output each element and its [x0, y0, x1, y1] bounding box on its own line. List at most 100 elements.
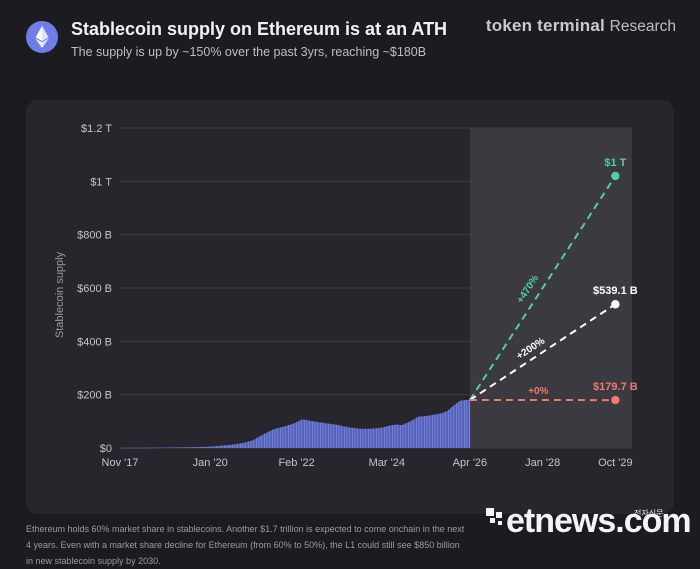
bar — [141, 448, 142, 449]
bar — [181, 447, 182, 448]
bar — [371, 429, 372, 448]
bar — [285, 426, 286, 448]
bar — [326, 423, 327, 448]
bar — [182, 447, 183, 448]
bar — [346, 427, 347, 448]
bar — [405, 424, 406, 448]
bar — [246, 442, 247, 448]
bar — [298, 421, 299, 448]
bar — [280, 427, 281, 448]
y-tick-label: $800 B — [77, 230, 112, 242]
bar — [206, 447, 207, 448]
bar — [446, 411, 447, 448]
bar — [317, 422, 318, 448]
bar — [262, 435, 263, 448]
bar — [149, 448, 150, 449]
bar — [187, 447, 188, 448]
bar — [254, 439, 255, 448]
x-tick-label: Jan '20 — [193, 457, 228, 469]
bar — [256, 438, 257, 448]
historical-bars — [120, 400, 470, 448]
y-tick-label: $0 — [100, 443, 112, 455]
bar — [429, 416, 430, 448]
bar — [275, 429, 276, 448]
bar — [138, 448, 139, 449]
bar — [123, 448, 124, 449]
bar — [198, 447, 199, 448]
bar — [166, 448, 167, 449]
bar — [269, 431, 270, 448]
bar — [131, 448, 132, 449]
bar — [338, 425, 339, 448]
bar — [216, 446, 217, 448]
bar — [360, 429, 361, 448]
scenario-endpoint — [611, 300, 619, 308]
scenario-percent-label: +0% — [528, 386, 548, 397]
bar — [320, 422, 321, 448]
bar — [136, 448, 137, 449]
bar — [134, 448, 135, 449]
bar — [205, 447, 206, 448]
bar — [213, 446, 214, 448]
bar — [394, 425, 395, 448]
bar — [190, 447, 191, 448]
bar — [424, 416, 425, 448]
y-tick-label: $600 B — [77, 283, 112, 295]
y-tick-label: $1.2 T — [81, 123, 112, 135]
bar — [416, 418, 417, 448]
bar — [301, 420, 302, 448]
bar — [251, 441, 252, 448]
bar — [291, 424, 292, 448]
bar — [438, 414, 439, 448]
bar — [144, 448, 145, 449]
bar — [358, 429, 359, 448]
bar — [432, 415, 433, 448]
bar — [331, 424, 332, 448]
bar — [202, 447, 203, 448]
bar — [179, 447, 180, 448]
bar — [274, 429, 275, 448]
bar — [253, 440, 254, 448]
bar — [333, 424, 334, 448]
x-tick-label: Mar '24 — [369, 457, 405, 469]
x-tick-label: Jan '28 — [525, 457, 560, 469]
bar — [315, 422, 316, 448]
bar — [302, 419, 303, 448]
bar — [374, 428, 375, 448]
bar — [403, 424, 404, 448]
bar — [214, 446, 215, 448]
bar — [304, 420, 305, 448]
bar — [381, 428, 382, 448]
bar — [466, 400, 467, 448]
bar — [390, 425, 391, 448]
bar — [238, 444, 239, 448]
bar — [235, 444, 236, 448]
bar — [299, 420, 300, 448]
bar — [382, 427, 383, 448]
bar — [323, 423, 324, 448]
bar — [160, 448, 161, 449]
bar — [357, 428, 358, 448]
bar — [397, 425, 398, 448]
bar — [328, 424, 329, 448]
bar — [422, 416, 423, 448]
x-tick-label: Oct '29 — [598, 457, 633, 469]
y-axis-title: Stablecoin supply — [54, 251, 66, 338]
bar — [282, 427, 283, 448]
bar — [211, 447, 212, 448]
bar — [373, 429, 374, 448]
bar — [229, 445, 230, 448]
bar — [349, 427, 350, 448]
bar — [226, 445, 227, 448]
bar — [146, 448, 147, 449]
bar — [440, 413, 441, 448]
bar — [176, 447, 177, 448]
bar — [406, 423, 407, 448]
y-tick-label: $200 B — [77, 390, 112, 402]
bar — [218, 446, 219, 448]
bar — [448, 410, 449, 448]
bar — [126, 448, 127, 449]
bar — [384, 427, 385, 448]
